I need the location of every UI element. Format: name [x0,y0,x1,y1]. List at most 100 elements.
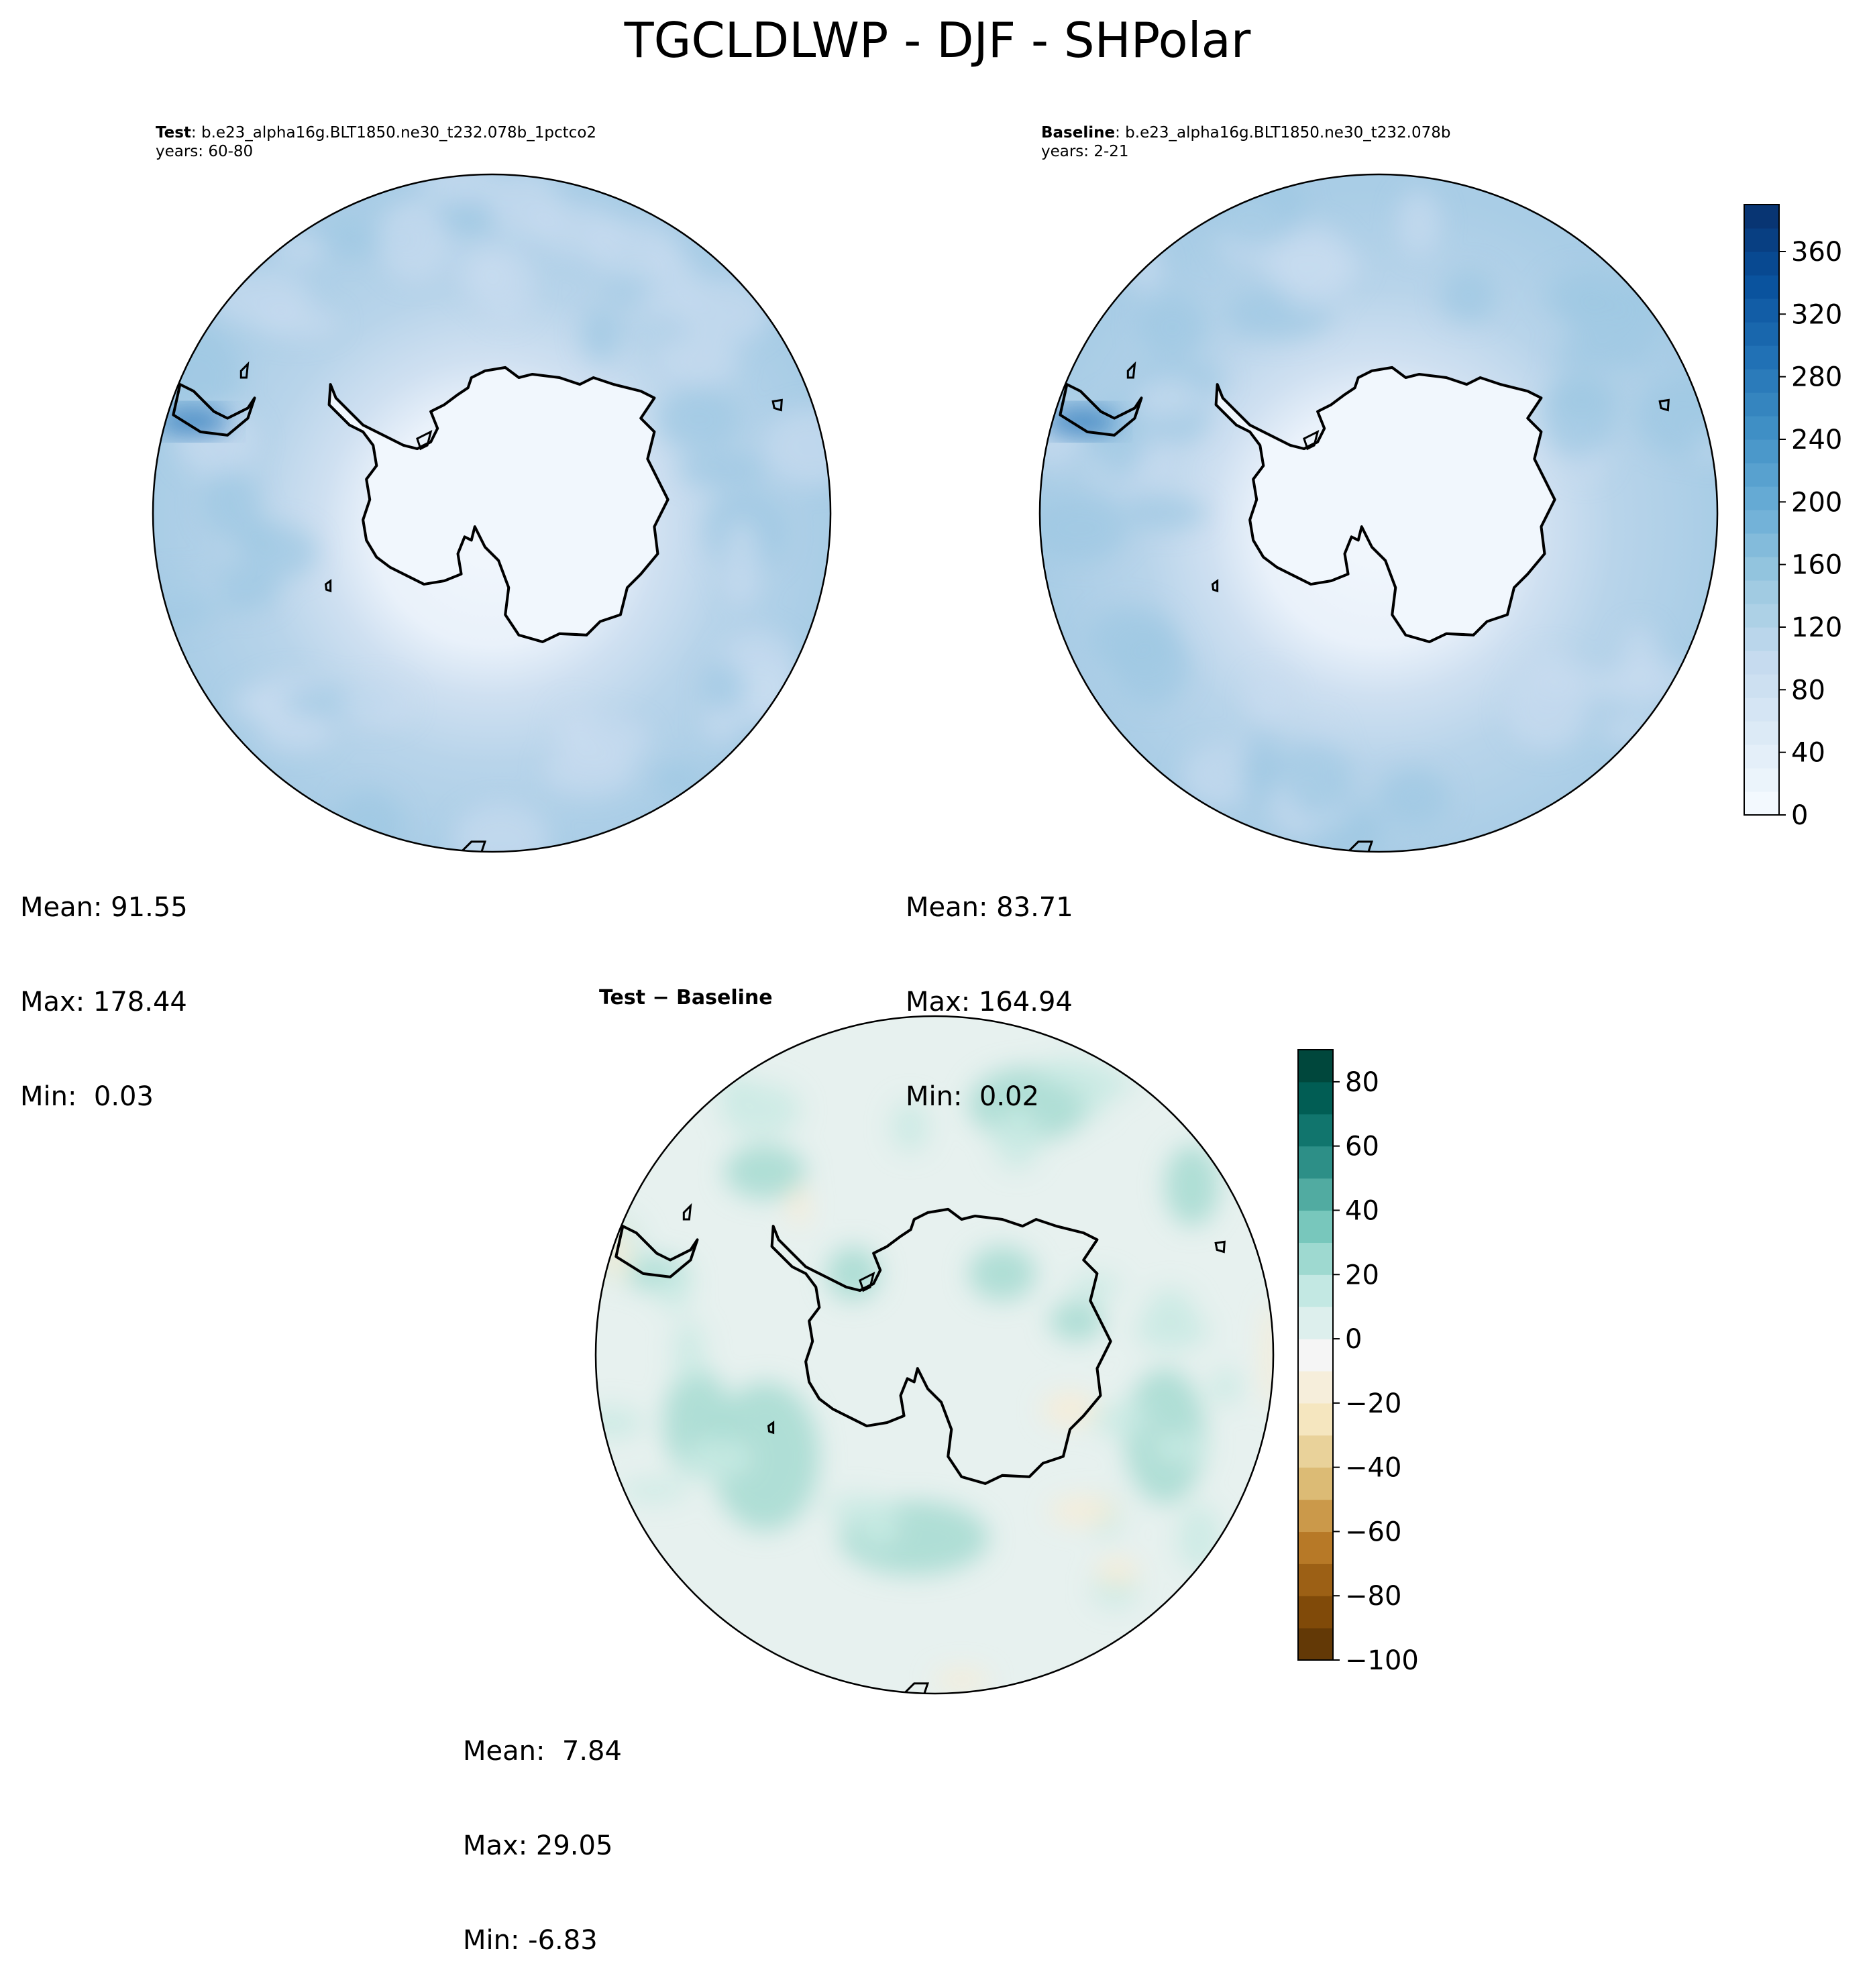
field-blob [1126,496,1207,530]
field-blob [1242,733,1283,809]
field-colorbar-tick-label: 360 [1791,237,1842,268]
negative-anomaly-blob [1097,1558,1138,1586]
field-colorbar-level [1744,721,1779,745]
positive-anomaly-blob [724,1144,806,1199]
field-blob [259,707,334,752]
island-coastline [901,1682,930,1694]
field-blob [1126,245,1164,293]
positive-anomaly-blob [1088,1403,1153,1436]
field-colorbar-level [1744,228,1779,252]
field-blob [1547,381,1621,413]
field-maximum-blob [1043,406,1118,437]
field-blob [1636,378,1717,455]
diff-mean: Mean: 7.84 [463,1736,622,1767]
baseline-case-name: : b.e23_alpha16g.BLT1850.ne30_t232.078b [1115,124,1451,142]
antarctica-interior [329,367,668,642]
field-blob [333,790,404,852]
diff-panel-title: Test − Baseline [599,986,773,1010]
field-colorbar-level [1744,439,1779,463]
field-blob [1136,378,1201,419]
diff-max: Max: 29.05 [463,1830,613,1861]
difference-colorbar-level [1298,1339,1333,1372]
field-blob [436,200,496,233]
field-colorbar-level [1744,627,1779,651]
field-blob [254,307,339,339]
field-blob [1040,494,1128,562]
test-mean: Mean: 91.55 [20,892,188,923]
field-blob [654,764,701,796]
difference-colorbar-tick-label: 20 [1345,1260,1379,1290]
island-coastline [682,1203,692,1221]
positive-anomaly-blob [1134,1311,1210,1351]
difference-colorbar-level [1298,1113,1333,1147]
positive-anomaly-blob [1049,1301,1104,1341]
field-blob [763,407,831,486]
positive-anomaly-blob [968,1246,1036,1301]
field-colorbar: 0 40 80 120 160 200 240 280 320 360 [1744,204,1842,831]
antarctica-interior [1216,367,1555,642]
field-colorbar-tick-label: 40 [1791,738,1825,769]
field-blob [153,575,215,627]
baseline-map [1038,173,1719,853]
difference-map [594,1015,1275,1695]
baseline-years: years: 2-21 [1041,143,1129,160]
figure-title: TGCLDLWP - DJF - SHPolar [624,12,1251,68]
field-colorbar-level [1744,486,1779,510]
field-colorbar-tick-label: 80 [1791,675,1825,706]
baseline-panel-title: Baseline: b.e23_alpha16g.BLT1850.ne30_t2… [1041,123,1450,161]
island-coastline [1658,398,1670,412]
field-blob [1397,189,1440,257]
island-coastline [458,840,487,852]
field-colorbar-level [1744,322,1779,346]
field-blob [581,309,621,362]
field-colorbar-frame [1744,204,1780,816]
diff-min: Min: -6.83 [463,1925,598,1956]
field-colorbar-level [1744,298,1779,323]
field-blob [1204,174,1305,247]
field-colorbar-level [1744,791,1779,816]
field-blob [452,804,549,852]
field-colorbar-tick-label: 0 [1791,800,1808,831]
antarctica-coastline [770,1207,1112,1485]
difference-colorbar-level [1298,1435,1333,1468]
field-colorbar-tick-label: 320 [1791,299,1842,330]
positive-anomaly-blob [619,1479,690,1502]
field-blob [1544,270,1620,321]
field-colorbar-level [1744,463,1779,487]
field-colorbar-level [1744,580,1779,604]
field-blob [1137,295,1207,360]
difference-colorbar-level [1298,1178,1333,1211]
field-blob [702,662,747,712]
field-colorbar-level [1744,345,1779,370]
field-blob [1440,269,1497,323]
positive-anomaly-blob [857,1502,901,1548]
test-case-name: : b.e23_alpha16g.BLT1850.ne30_t232.078b_… [191,124,597,142]
baseline-min: Min: 0.02 [906,1081,1039,1112]
baseline-stats: Mean: 83.71 Max: 164.94 Min: 0.02 [906,829,1073,1144]
diff-label: Test − Baseline [599,986,773,1009]
field-colorbar-level [1744,252,1779,276]
antarctica-coastline [327,366,669,643]
field-blob [457,243,506,302]
difference-colorbar-tick-label: −20 [1345,1388,1401,1419]
positive-anomaly-blob [1177,1504,1222,1572]
positive-anomaly-blob [673,1319,705,1384]
baseline-label: Baseline [1041,124,1116,142]
difference-colorbar-level [1298,1242,1333,1275]
island-coastline [239,361,250,379]
test-stats: Mean: 91.55 Max: 178.44 Min: 0.03 [20,829,188,1144]
field-colorbar-level [1744,533,1779,557]
field-blob [586,221,681,280]
difference-colorbar-frame [1297,1049,1334,1661]
field-blob [676,278,771,345]
difference-background [596,1016,1273,1694]
field-colorbar-level [1744,510,1779,534]
baseline-max: Max: 164.94 [906,987,1073,1017]
test-panel-title: Test: b.e23_alpha16g.BLT1850.ne30_t232.0… [156,123,596,161]
field-blob [201,567,278,611]
field-blob [377,198,453,282]
field-colorbar-level [1744,698,1779,722]
difference-colorbar-level [1298,1146,1333,1179]
field-colorbar-tick-label: 280 [1791,362,1842,393]
diff-stats: Mean: 7.84 Max: 29.05 Min: -6.83 [463,1673,622,1988]
